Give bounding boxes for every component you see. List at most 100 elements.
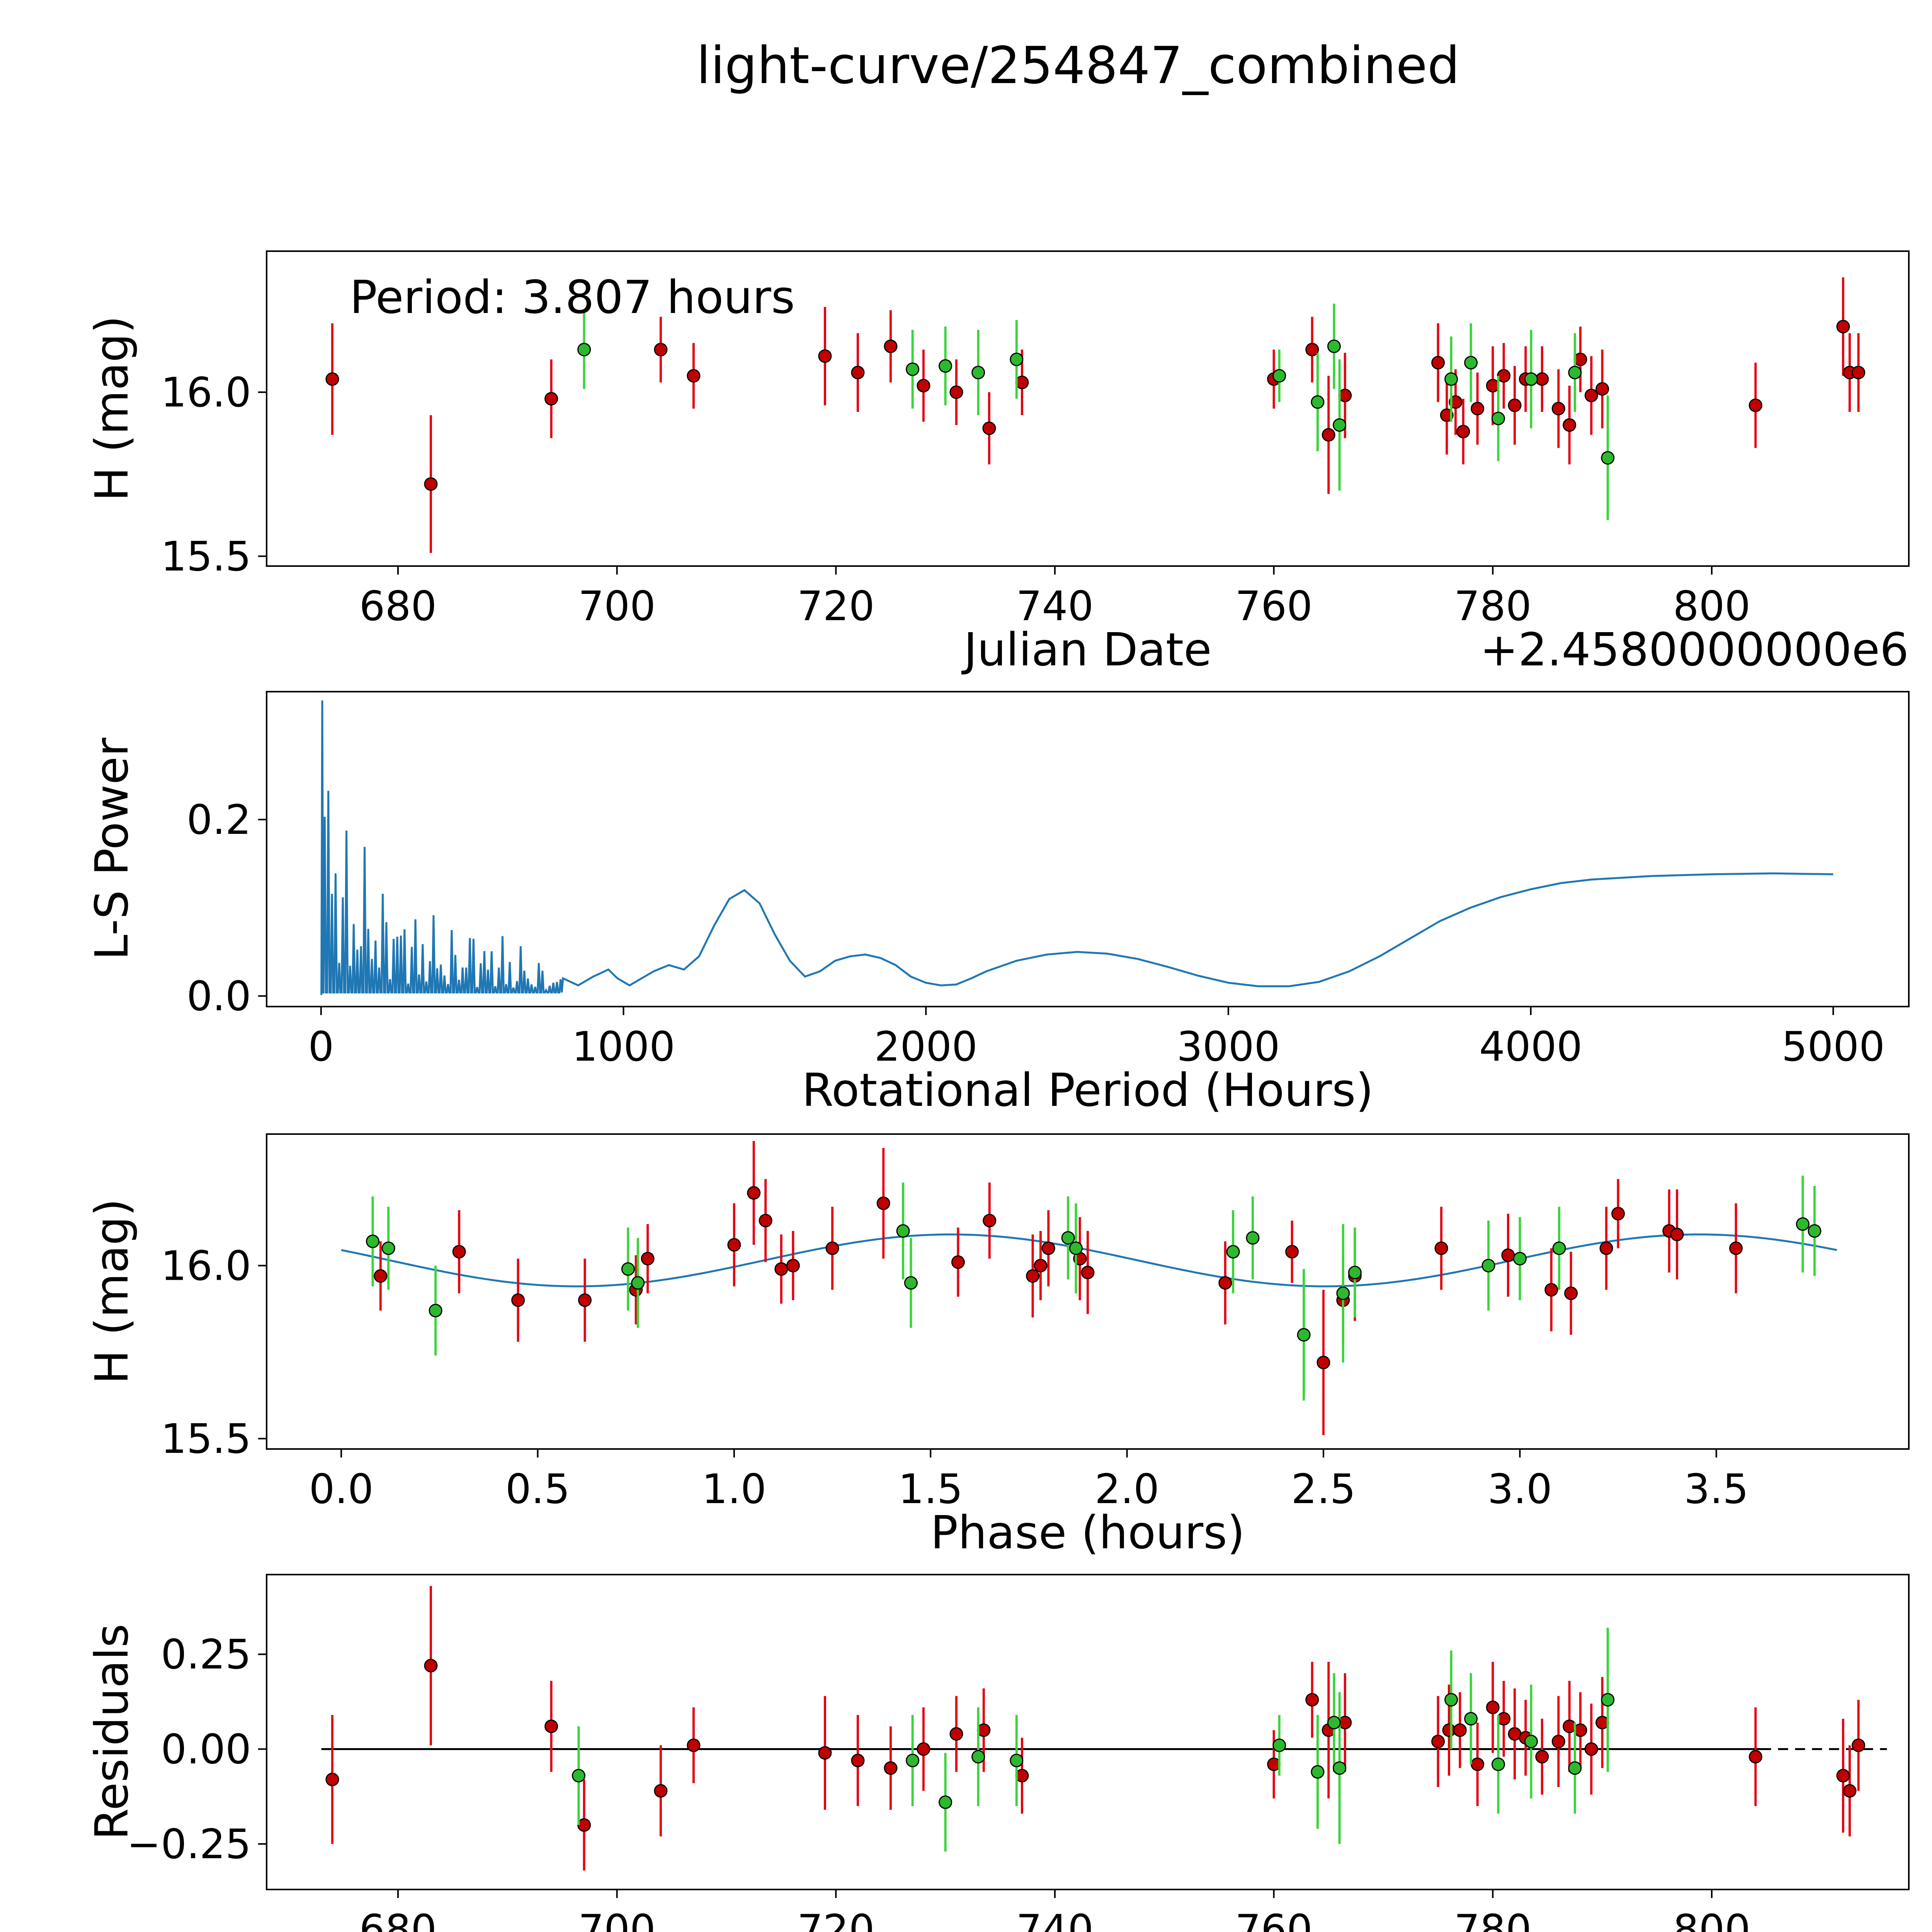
data-point	[1843, 1784, 1857, 1798]
data-point	[1464, 1712, 1478, 1726]
x-tick-label: 1000	[572, 1023, 675, 1070]
axes-frame	[266, 1133, 1910, 1450]
data-point	[971, 1750, 985, 1764]
data-point	[917, 1742, 930, 1756]
axes-frame	[266, 1574, 1910, 1890]
data-point	[641, 1252, 655, 1265]
panel-lightcurve: 680 700 720 740 760 780 800 15.5 16.0	[161, 250, 1910, 630]
x-tick-label: 780	[1454, 583, 1531, 630]
data-point	[1218, 1276, 1232, 1290]
data-point	[1486, 1701, 1500, 1714]
data-point	[1471, 402, 1485, 415]
period-annotation: Period: 3.807 hours	[350, 270, 795, 324]
axes-frame	[266, 250, 1910, 567]
x-tick-label: 3.0	[1488, 1466, 1552, 1513]
data-point	[1311, 1765, 1325, 1779]
data-point	[818, 349, 832, 363]
panel-periodogram: 0 1000 2000 3000 4000 5000 0.0 0.2	[187, 691, 1910, 1070]
y-tick-label: −0.25	[127, 1821, 251, 1868]
data-point	[687, 1738, 701, 1752]
data-point	[1535, 1750, 1549, 1764]
model-curve	[341, 1233, 1837, 1287]
data-point	[687, 369, 701, 383]
data-point	[884, 1761, 898, 1775]
x-tick-label: 4000	[1479, 1023, 1582, 1070]
data-point	[1456, 425, 1470, 439]
data-point	[1321, 428, 1335, 442]
x-tick-label: 700	[578, 583, 655, 630]
data-point	[1501, 1248, 1515, 1262]
data-point	[621, 1262, 635, 1276]
data-point	[818, 1746, 832, 1760]
x-tick-label: 760	[1235, 1906, 1312, 1932]
data-point	[786, 1259, 800, 1272]
green-series	[577, 303, 1615, 520]
data-point	[1272, 369, 1286, 383]
data-point	[1729, 1242, 1743, 1255]
red-series	[325, 1586, 1866, 1871]
ylabel-lightcurve: H (mag)	[85, 316, 138, 501]
data-point	[578, 1293, 592, 1307]
data-point	[424, 477, 438, 491]
periodogram-curve	[320, 700, 1833, 995]
data-point	[949, 385, 963, 399]
y-tick-label: 15.5	[161, 1415, 251, 1463]
data-point	[1544, 1283, 1558, 1297]
data-point	[1327, 339, 1341, 353]
xlabel-lightcurve: Julian Date	[961, 623, 1212, 676]
y-tick-label: 0.00	[161, 1726, 251, 1773]
data-point	[1551, 402, 1565, 415]
data-point	[904, 1276, 918, 1290]
data-point	[1333, 1761, 1347, 1775]
data-point	[949, 1727, 963, 1741]
data-point	[1508, 398, 1522, 412]
data-point	[1552, 1242, 1566, 1255]
y-tick-label: 16.0	[161, 369, 251, 416]
data-point	[983, 1214, 997, 1228]
data-point	[1595, 382, 1609, 396]
data-point	[1471, 1757, 1485, 1771]
y-tick-label: 16.0	[161, 1242, 251, 1289]
data-point	[1034, 1259, 1048, 1272]
data-point	[1226, 1245, 1240, 1259]
x-tick-label: 0.0	[309, 1466, 374, 1513]
x-tick-label: 760	[1235, 583, 1312, 630]
data-point	[1041, 1242, 1055, 1255]
data-point	[1513, 1252, 1527, 1265]
x-tick-label: 720	[797, 583, 874, 630]
green-series	[366, 1175, 1821, 1401]
x-tick-label: 800	[1673, 583, 1750, 630]
data-point	[939, 1795, 952, 1809]
data-point	[325, 1772, 339, 1786]
data-point	[1431, 1735, 1445, 1748]
data-point	[1568, 1761, 1582, 1775]
data-point	[1524, 372, 1538, 386]
xlabel-phase: Phase (hours)	[930, 1506, 1245, 1559]
data-point	[544, 392, 558, 406]
data-point	[825, 1242, 839, 1255]
data-point	[906, 1753, 920, 1767]
ylabel-phase: H (mag)	[85, 1199, 138, 1384]
plot-layers: 680 700 720 740 760 780 800 15.5 16.0 0 1000 2000 30…	[127, 250, 1910, 1932]
data-point	[1449, 395, 1463, 409]
x-tick-label: 2.0	[1095, 1466, 1159, 1513]
data-point	[381, 1242, 395, 1255]
data-point	[1272, 1738, 1286, 1752]
data-point	[1796, 1217, 1810, 1231]
data-point	[1444, 372, 1458, 386]
data-point	[1481, 1259, 1495, 1272]
data-point	[374, 1269, 388, 1283]
data-point	[917, 379, 930, 393]
y-tick-label: 0.0	[187, 973, 251, 1020]
data-point	[1297, 1328, 1311, 1342]
data-point	[1246, 1231, 1260, 1245]
x-tick-label: 3000	[1177, 1023, 1280, 1070]
data-point	[1010, 352, 1024, 366]
y-tick-label: 0.25	[161, 1631, 251, 1678]
data-point	[1551, 1735, 1565, 1748]
x-tick-label: 3.5	[1684, 1466, 1748, 1513]
data-point	[1311, 395, 1325, 409]
x-tick-label: 5000	[1782, 1023, 1885, 1070]
